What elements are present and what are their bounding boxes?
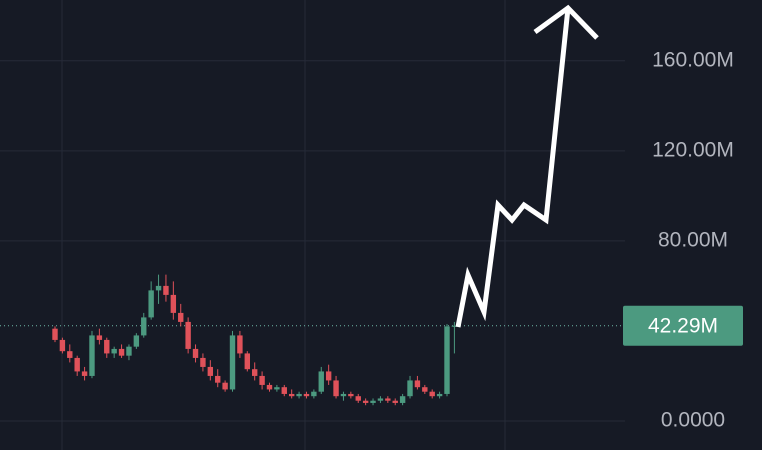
candle-body [362, 400, 369, 403]
y-tick-label: 160.00M [652, 48, 734, 71]
candle-body [392, 400, 398, 403]
candle-body [96, 335, 103, 340]
candle-body [59, 339, 66, 352]
candle-body [318, 371, 324, 392]
candle-body [229, 335, 236, 390]
candle-body [126, 346, 132, 356]
candle-body [451, 325, 458, 327]
arrow-annotation [455, 7, 571, 328]
candle-body [74, 357, 80, 372]
candle-body [118, 348, 125, 356]
candle-body [111, 348, 117, 354]
candle-body [303, 393, 310, 397]
candle-body [178, 312, 184, 322]
candle-body [222, 382, 228, 390]
candle-body [370, 400, 376, 403]
candle-body [170, 294, 177, 313]
candle-body [325, 371, 332, 381]
candles [52, 274, 458, 406]
candle-body [200, 357, 206, 367]
y-tick-label: 80.00M [658, 228, 728, 251]
candle-body [259, 375, 265, 385]
last-price-badge [623, 305, 743, 346]
y-tick-label: 120.00M [652, 138, 734, 161]
candle-body [67, 351, 73, 358]
candle-body [340, 393, 347, 397]
axis-labels: 0.0000 80.00M 120.00M 160.00M 42.29M [623, 48, 743, 432]
candle-body [311, 391, 317, 397]
candle-body [163, 285, 169, 295]
candle-body [288, 393, 295, 397]
candle-body [296, 393, 302, 397]
candle-body [414, 380, 421, 388]
candle-body [104, 339, 110, 354]
candle-body [436, 393, 443, 397]
candle-body [207, 366, 214, 376]
candle-body [385, 398, 391, 401]
candle-body [429, 391, 435, 397]
candle-body [348, 393, 354, 397]
candle-body [141, 317, 147, 336]
candle-body [185, 321, 191, 349]
candle-body [377, 398, 384, 401]
candle-body [81, 371, 88, 376]
candle-body [407, 380, 413, 397]
candle-body [281, 387, 287, 394]
candle-body [192, 348, 199, 358]
candle-body [52, 328, 58, 340]
last-price-label: 42.29M [648, 314, 718, 337]
candle-body [274, 387, 280, 390]
candle-body [251, 369, 258, 376]
arrow-head [533, 4, 599, 40]
candle-body [444, 326, 450, 394]
candle-body [355, 396, 361, 401]
candle-body [148, 290, 154, 318]
candle-body [133, 335, 140, 347]
candle-body [333, 380, 339, 397]
candle-body [422, 387, 428, 392]
candle-body [266, 384, 273, 390]
candle-body [399, 396, 406, 403]
candle-body [244, 353, 251, 370]
grid [0, 60, 625, 422]
candle-body [215, 375, 221, 383]
y-tick-label: 0.0000 [661, 409, 725, 432]
candle-body [237, 335, 243, 354]
candle-body [155, 285, 162, 291]
candle-body [89, 335, 95, 376]
